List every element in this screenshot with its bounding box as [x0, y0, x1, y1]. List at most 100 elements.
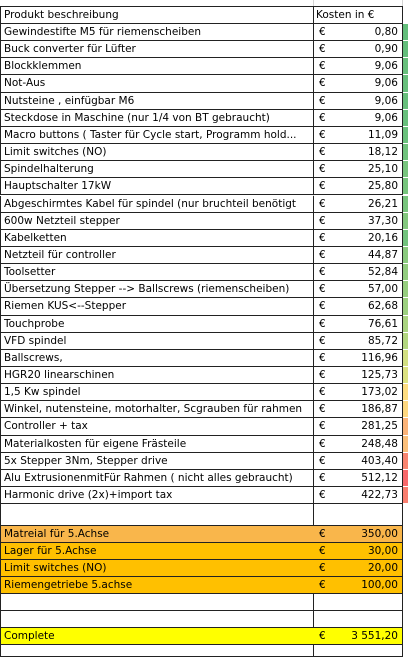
cost-cell: €76,61	[313, 315, 403, 333]
cost-cell: €26,21	[313, 195, 403, 213]
color-scale	[403, 161, 408, 179]
cost-cell: €100,00	[313, 577, 403, 595]
product-cell: Riemen KUS<--Stepper	[0, 298, 314, 316]
cost-value: 37,30	[367, 214, 398, 227]
currency: €	[319, 231, 326, 244]
currency: €	[319, 386, 326, 399]
cost-cell: €248,48	[313, 435, 403, 453]
cost-cell: €62,68	[313, 298, 403, 316]
product-cell	[0, 594, 314, 612]
currency: €	[319, 528, 326, 541]
cost-value: 173,02	[361, 386, 398, 399]
cost-cell: €11,09	[313, 126, 403, 145]
cost-cell: €20,00	[313, 560, 403, 578]
currency: €	[319, 248, 326, 261]
cost-value: 20,16	[367, 231, 398, 244]
currency: €	[319, 489, 326, 502]
cost-value: 0,90	[374, 43, 398, 56]
cost-value: 20,00	[367, 562, 398, 575]
product-cell	[0, 611, 314, 629]
product-cell: 1,5 Kw spindel	[0, 384, 314, 402]
currency: €	[319, 266, 326, 279]
cost-cell: €18,12	[313, 144, 403, 162]
cost-value: 125,73	[361, 369, 398, 381]
cost-value: 186,87	[361, 403, 398, 416]
product-cell: 600w Netzteil stepper	[0, 212, 314, 230]
cost-value: 248,48	[361, 437, 398, 450]
color-scale	[403, 212, 408, 230]
currency: €	[319, 214, 326, 227]
cost-value: 76,61	[367, 317, 398, 330]
color-scale	[403, 229, 408, 247]
currency: €	[319, 163, 326, 176]
color-scale	[403, 281, 408, 299]
cost-cell: €9,06	[313, 75, 403, 93]
color-scale	[403, 58, 408, 76]
cost-value: 11,09	[367, 128, 398, 141]
cost-cell: €3 551,20	[313, 628, 403, 646]
product-cell: Touchprobe	[0, 315, 314, 333]
cost-value: 85,72	[367, 334, 398, 347]
product-cell: Winkel, nutensteine, motorhalter, Scgrau…	[0, 401, 314, 419]
product-cell: HGR20 linearschinen	[0, 367, 314, 385]
cost-cell	[313, 594, 403, 612]
product-cell: Limit switches (NO)	[0, 560, 314, 578]
cost-cell: €85,72	[313, 332, 403, 350]
currency: €	[319, 300, 326, 313]
cost-cell: €20,16	[313, 229, 403, 247]
currency: €	[319, 146, 326, 159]
cost-cell: €186,87	[313, 401, 403, 419]
color-scale	[403, 384, 408, 402]
cost-value: 9,06	[374, 60, 398, 73]
cost-cell	[313, 504, 403, 527]
cost-cell: €44,87	[313, 246, 403, 265]
color-scale	[403, 109, 408, 127]
color-scale	[403, 126, 408, 145]
color-scale	[403, 418, 408, 436]
color-scale	[403, 452, 408, 470]
currency: €	[319, 562, 326, 575]
cost-value: 9,06	[374, 77, 398, 90]
product-cell: Macro buttons ( Taster für Cycle start, …	[0, 126, 314, 145]
color-scale	[403, 315, 408, 333]
product-cell: Complete	[0, 628, 314, 646]
cost-cell: €25,80	[313, 178, 403, 196]
cost-cell: €422,73	[313, 487, 403, 505]
cost-value: 350,00	[361, 528, 398, 541]
color-scale	[403, 178, 408, 196]
product-cell: Riemengetriebe 5.achse	[0, 577, 314, 595]
color-scale	[403, 41, 408, 59]
cost-cell: €9,06	[313, 58, 403, 76]
color-scale	[403, 349, 408, 367]
product-cell: Produkt beschreibung	[0, 6, 314, 24]
cost-value: 100,00	[361, 579, 398, 592]
cost-cell: €116,96	[313, 349, 403, 367]
color-scale	[403, 24, 408, 42]
currency: €	[319, 351, 326, 364]
product-cell: Gewindestifte M5 für riemenscheiben	[0, 24, 314, 42]
product-cell: Abgeschirmtes Kabel für spindel (nur bru…	[0, 195, 314, 213]
color-scale	[403, 487, 408, 505]
currency: €	[319, 420, 326, 433]
cost-value: 62,68	[367, 300, 398, 313]
product-cell: VFD spindel	[0, 332, 314, 350]
product-cell: Alu ExtrusionenmitFür Rahmen ( nicht all…	[0, 469, 314, 488]
color-scale	[403, 246, 408, 265]
currency: €	[319, 454, 326, 467]
color-scale	[403, 144, 408, 162]
product-cell: 5x Stepper 3Nm, Stepper drive	[0, 452, 314, 470]
product-cell: Spindelhalterung	[0, 161, 314, 179]
currency: €	[319, 334, 326, 347]
currency: €	[319, 317, 326, 330]
cost-value: 52,84	[367, 266, 398, 279]
product-cell: Ballscrews,	[0, 349, 314, 367]
currency: €	[319, 437, 326, 450]
cost-value: 9,06	[374, 94, 398, 107]
currency: €	[319, 369, 326, 381]
color-scale	[403, 75, 408, 93]
cost-value: 57,00	[367, 283, 398, 296]
cost-cell: €25,10	[313, 161, 403, 179]
cost-cell: €37,30	[313, 212, 403, 230]
product-cell: Kabelketten	[0, 229, 314, 247]
